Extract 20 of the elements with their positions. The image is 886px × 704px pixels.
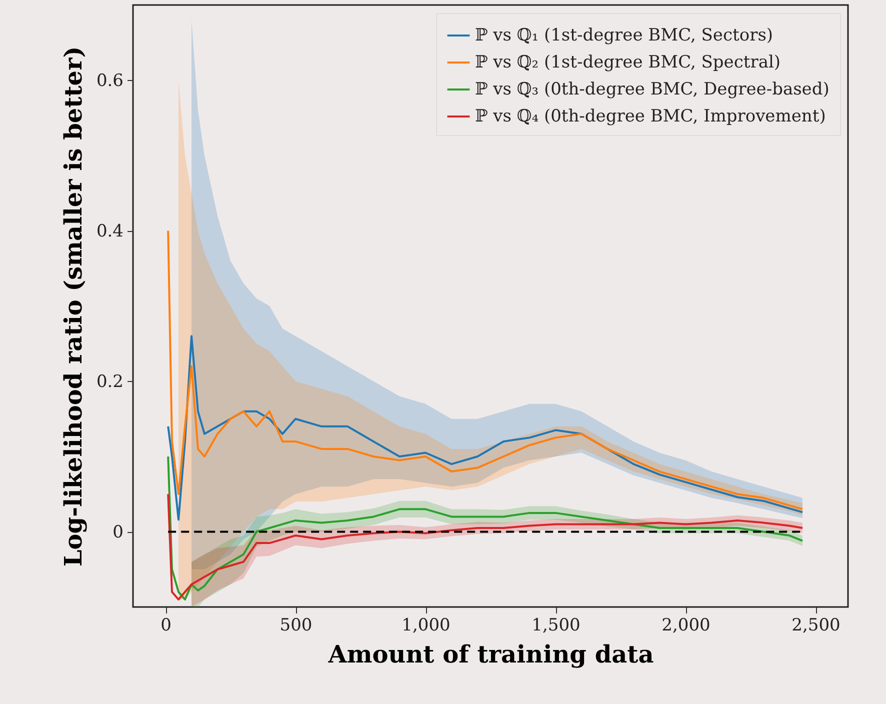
line-series xyxy=(167,493,804,600)
x-axis-title: Amount of training data xyxy=(327,640,654,668)
y-tick-label: 0.6 xyxy=(96,70,124,91)
legend-label: ℙ vs ℚ₂ (1st-degree BMC, Spectral) xyxy=(475,52,781,72)
line-series xyxy=(167,230,804,510)
line-series xyxy=(167,335,804,521)
y-tick-label: 0 xyxy=(112,522,124,542)
legend-label: ℙ vs ℚ₁ (1st-degree BMC, Sectors) xyxy=(475,26,774,46)
y-tick-label: 0.2 xyxy=(96,372,124,392)
x-tick-label: 500 xyxy=(280,616,312,636)
x-tick-label: 2,500 xyxy=(792,616,840,636)
legend-label: ℙ vs ℚ₄ (0th-degree BMC, Improvement) xyxy=(475,106,826,126)
y-tick-label: 0.4 xyxy=(96,221,124,242)
legend-label: ℙ vs ℚ₃ (0th-degree BMC, Degree-based) xyxy=(475,80,830,100)
y-axis-title: Log-likelihood ratio (smaller is better) xyxy=(58,46,88,567)
x-tick-label: 2,000 xyxy=(662,616,710,636)
line-series xyxy=(167,456,804,600)
x-tick-label: 0 xyxy=(160,616,172,636)
x-tick-label: 1,000 xyxy=(402,616,450,636)
x-tick-label: 1,500 xyxy=(532,616,580,636)
